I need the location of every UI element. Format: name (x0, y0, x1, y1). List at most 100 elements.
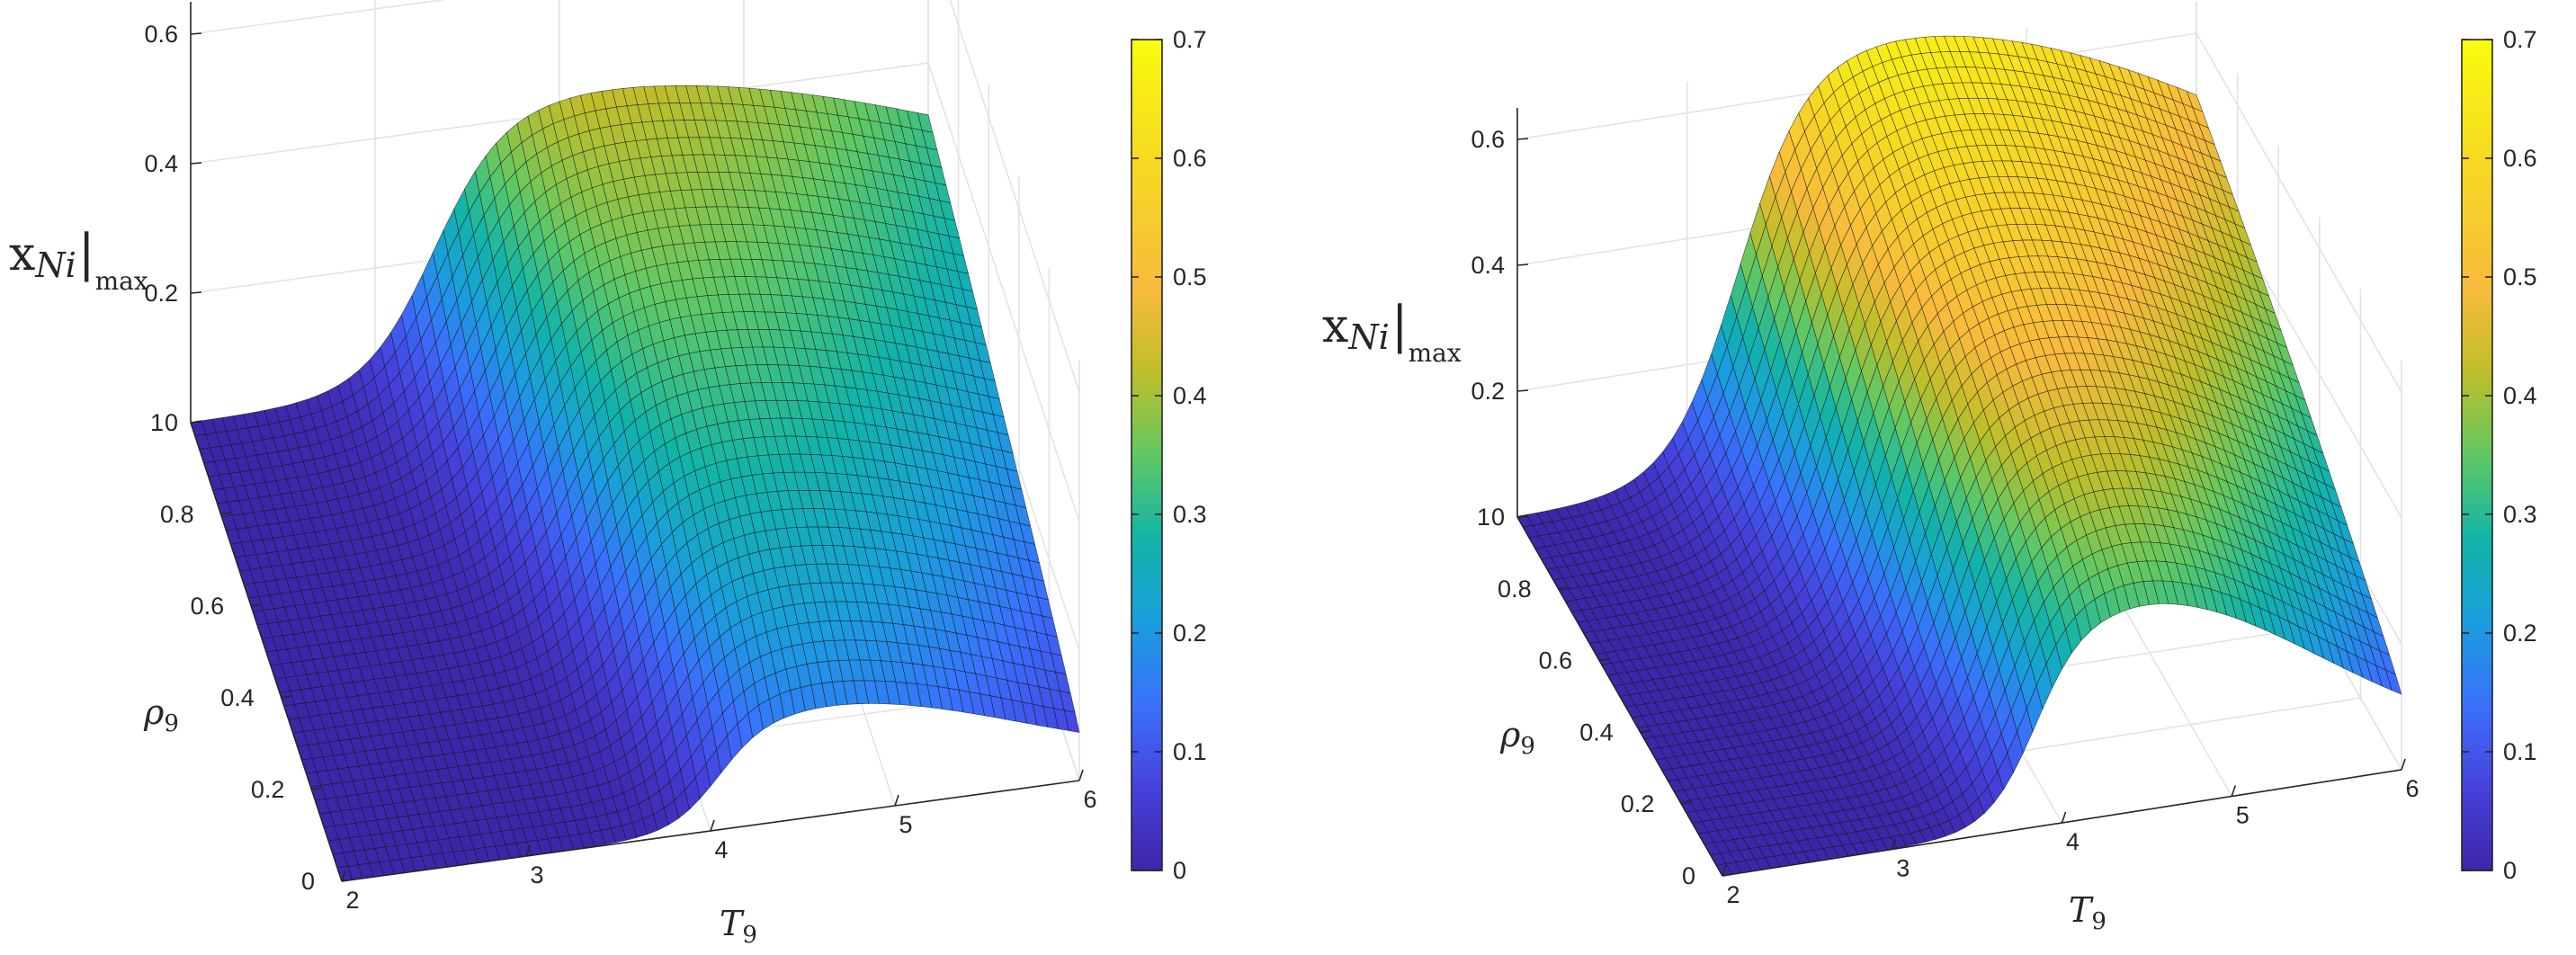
colorbar-step (1131, 531, 1162, 540)
colorbar-step (1131, 524, 1162, 532)
colorbar-step (1131, 725, 1162, 733)
colorbar-step (1131, 226, 1162, 235)
z-tick (190, 291, 202, 294)
colorbar-step (1131, 669, 1162, 678)
colorbar-tick-label: 0.4 (1173, 382, 1207, 409)
colorbar-step (1131, 379, 1162, 387)
colorbar-step (1131, 594, 1162, 602)
colorbar-step (1131, 517, 1162, 525)
colorbar-step (1131, 496, 1162, 504)
colorbar-step (1131, 759, 1162, 768)
colorbar-step (1131, 102, 1162, 110)
colorbar-step (1131, 67, 1162, 76)
colorbar-step (1131, 710, 1162, 719)
colorbar-step (1131, 614, 1162, 622)
colorbar-step (1131, 801, 1162, 809)
colorbar-step (1131, 808, 1162, 817)
colorbar-step (1131, 413, 1162, 422)
colorbar-step (1131, 323, 1162, 332)
surface-mesh (190, 85, 1080, 882)
colorbar-step (1131, 309, 1162, 317)
colorbar-step (1131, 600, 1162, 609)
colorbar-step (1131, 663, 1162, 671)
colorbar-step (1131, 835, 1162, 843)
colorbar-step (1131, 545, 1162, 553)
colorbar-step (1131, 586, 1162, 594)
colorbar-step (1131, 178, 1162, 186)
colorbar-step (1131, 247, 1162, 255)
colorbar-step (1131, 766, 1162, 774)
colorbar-step (1131, 364, 1162, 373)
x-tick-label: 5 (899, 811, 912, 838)
colorbar-step (1131, 579, 1162, 588)
colorbar-step (1131, 53, 1162, 61)
colorbar-step (1131, 205, 1162, 214)
colorbar-step (1131, 164, 1162, 173)
y-tick-label: 0 (301, 868, 315, 895)
colorbar-step (1131, 503, 1162, 512)
colorbar-step (1131, 455, 1162, 463)
colorbar-step (1131, 448, 1162, 456)
colorbar-step (1131, 558, 1162, 567)
colorbar-step (1131, 607, 1162, 615)
y-tick-label: 0.2 (251, 776, 285, 803)
colorbar-tick-label: 0.7 (1173, 26, 1207, 53)
colorbar-step (1131, 620, 1162, 629)
x-axis-label: T9 (720, 904, 757, 949)
colorbar-step (1131, 122, 1162, 130)
y-tick-label: 0.4 (220, 684, 255, 711)
colorbar-step (1131, 268, 1162, 276)
colorbar-step (1131, 184, 1162, 193)
colorbar-step (1131, 822, 1162, 830)
colorbar-step (1131, 732, 1162, 740)
colorbar-step (1131, 240, 1162, 248)
colorbar-step (1131, 476, 1162, 484)
z-tick-label: 0.6 (144, 21, 178, 48)
x-tick-label: 6 (1083, 786, 1096, 813)
colorbar-step (1131, 87, 1162, 96)
colorbar-step (1131, 469, 1162, 477)
colorbar-step (1131, 704, 1162, 712)
colorbar-step (1131, 150, 1162, 158)
colorbar-step (1131, 690, 1162, 699)
x-tick (894, 794, 899, 807)
x-tick (710, 819, 715, 832)
y-tick-label: 0.6 (191, 593, 225, 620)
y-tick-label: 0.8 (160, 501, 194, 528)
colorbar-step (1131, 219, 1162, 228)
colorbar-step (1131, 753, 1162, 761)
colorbar-step (1131, 406, 1162, 415)
colorbar-step (1131, 330, 1162, 338)
colorbar-step (1131, 787, 1162, 796)
colorbar-tick-label: 0 (1173, 857, 1186, 884)
z-tick (190, 162, 202, 165)
colorbar-step (1131, 281, 1162, 290)
colorbar-step (1131, 572, 1162, 581)
colorbar-step (1131, 233, 1162, 242)
grid-line (190, 62, 1080, 522)
colorbar-step (1131, 261, 1162, 269)
colorbar-step (1131, 212, 1162, 220)
colorbar-step (1131, 392, 1162, 401)
colorbar-step (1131, 371, 1162, 380)
colorbar-step (1131, 489, 1162, 497)
x-tick-label: 4 (714, 836, 728, 863)
colorbar-step (1131, 254, 1162, 263)
colorbar-step (1131, 648, 1162, 657)
colorbar-step (1131, 780, 1162, 789)
colorbar-tick-label: 0.1 (1173, 738, 1207, 765)
colorbar-step (1131, 399, 1162, 407)
colorbar-step (1131, 302, 1162, 311)
colorbar-step (1131, 274, 1162, 283)
z-tick-label: 0.2 (144, 280, 178, 307)
colorbar-step (1131, 94, 1162, 103)
colorbar-step (1131, 856, 1162, 865)
colorbar-step (1131, 718, 1162, 727)
z-axis-label: xNi|max (9, 224, 148, 296)
colorbar-step (1131, 143, 1162, 151)
colorbar-step (1131, 386, 1162, 394)
z-tick (190, 32, 202, 35)
colorbar-step (1131, 683, 1162, 692)
